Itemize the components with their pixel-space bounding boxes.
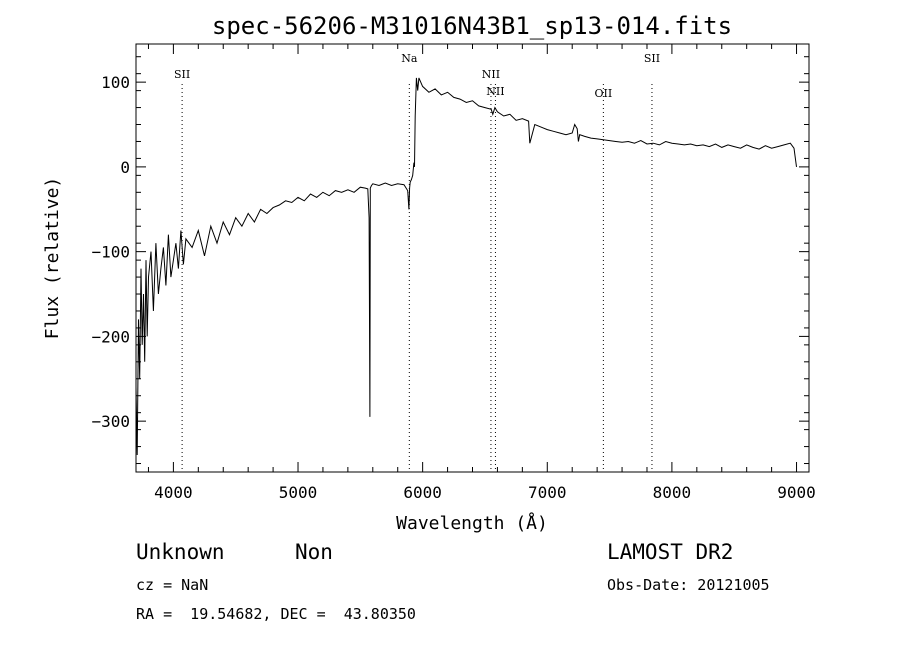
emission-line-markers: SII Na NII NII OII SII xyxy=(174,52,660,472)
observation-date: Obs-Date: 20121005 xyxy=(607,576,770,594)
y-tick-label: 100 xyxy=(101,73,130,92)
emission-line-label: Na xyxy=(401,52,418,65)
y-tick-label: −300 xyxy=(91,412,130,431)
coordinates: RA = 19.54682, DEC = 43.80350 xyxy=(136,605,416,623)
chart-title: spec-56206-M31016N43B1_sp13-014.fits xyxy=(212,12,732,40)
x-axis-label: Wavelength (Å) xyxy=(396,512,548,534)
emission-line-label: SII xyxy=(644,52,660,65)
x-tick-label: 7000 xyxy=(528,483,567,502)
y-axis-label: Flux (relative) xyxy=(42,177,63,340)
x-tick-label: 9000 xyxy=(777,483,816,502)
emission-line-label: NII xyxy=(486,85,504,98)
x-tick-label: 6000 xyxy=(403,483,442,502)
object-subclass: Non xyxy=(295,540,333,564)
y-axis: 100 0 −100 −200 −300 xyxy=(91,56,809,465)
y-tick-label: −200 xyxy=(91,327,130,346)
emission-line-label: SII xyxy=(174,68,190,81)
y-tick-label: 0 xyxy=(120,158,130,177)
spectrum-line xyxy=(135,77,797,456)
x-axis: 4000 5000 6000 7000 8000 9000 xyxy=(147,44,816,502)
y-tick-label: −100 xyxy=(91,243,130,262)
emission-line-label: NII xyxy=(482,68,500,81)
x-tick-label: 8000 xyxy=(653,483,692,502)
x-tick-label: 4000 xyxy=(154,483,193,502)
x-tick-label: 5000 xyxy=(279,483,318,502)
object-class: Unknown xyxy=(136,540,225,564)
emission-line-label: OII xyxy=(595,87,613,100)
plot-frame xyxy=(135,43,810,473)
redshift-value: cz = NaN xyxy=(136,576,209,594)
survey-name: LAMOST DR2 xyxy=(607,540,734,564)
